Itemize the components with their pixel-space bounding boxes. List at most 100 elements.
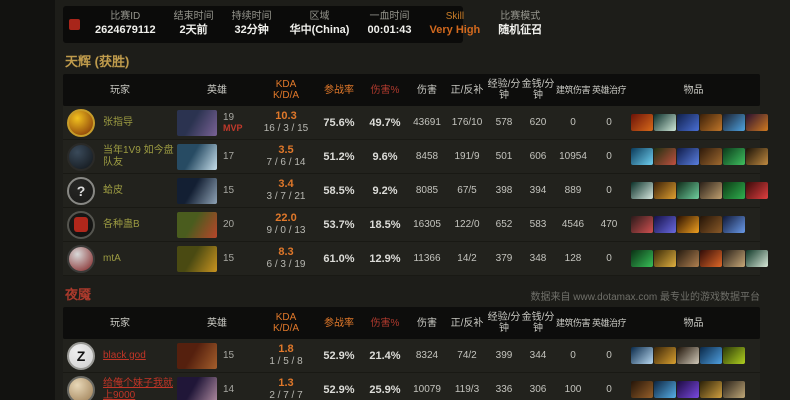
hero-cell: 15	[177, 245, 257, 272]
item-icon	[677, 250, 699, 267]
building-damage-value: 0	[570, 350, 576, 361]
player-avatar[interactable]	[67, 375, 95, 400]
left-gutter	[0, 0, 55, 400]
player-name-link[interactable]: 当年1V9 如今盘队友	[103, 144, 174, 168]
player-name-link[interactable]: mtA	[103, 252, 121, 264]
column-header-label: 玩家	[110, 317, 130, 329]
column-header-label2: 钟	[533, 90, 543, 101]
item-icon	[723, 148, 745, 165]
column-header-label: 伤害%	[370, 317, 400, 329]
damage-percent-value: 12.9%	[369, 252, 401, 265]
hero-portrait[interactable]	[177, 109, 217, 136]
hero-portrait[interactable]	[177, 245, 217, 272]
lasthit-deny-value: 119/3	[454, 384, 480, 395]
lasthit-deny-value: 14/2	[457, 253, 477, 264]
xpm-value: 652	[495, 219, 513, 230]
participation-value: 61.0%	[323, 252, 355, 265]
item-icon	[677, 148, 699, 165]
dota-logo-icon	[69, 18, 80, 30]
kda-cell: 3.5 7 / 6 / 14	[257, 144, 315, 169]
column-header-label2: 钟	[499, 90, 509, 101]
radiant-table-body: 张指导 19 MVP 10.3 16 / 3 / 15 75.6% 49.7% 43691 17…	[63, 106, 768, 276]
item-icon	[654, 216, 676, 233]
item-icon	[631, 250, 653, 267]
hero-healing-value: 0	[606, 350, 612, 361]
dire-title: 夜魇	[65, 287, 92, 302]
player-cell: 当年1V9 如今盘队友	[63, 142, 177, 171]
item-icon	[723, 182, 745, 199]
item-icon	[700, 148, 722, 165]
hero-portrait[interactable]	[177, 211, 217, 238]
column-header-label: 英雄治疗	[591, 317, 627, 328]
column-header-label: 金钱/分	[521, 79, 555, 90]
column-header-label: 物品	[683, 317, 704, 329]
column-header-label: 正/反补	[450, 84, 484, 96]
player-avatar[interactable]	[67, 108, 95, 137]
item-icon	[700, 182, 722, 199]
hero-portrait[interactable]	[177, 177, 217, 204]
column-header: 物品	[627, 318, 760, 329]
hero-portrait[interactable]	[177, 376, 217, 400]
column-header: 正/反补	[447, 85, 487, 96]
column-header: 正/反补	[447, 318, 487, 329]
match-info-field: 一血时间 00:01:43	[358, 10, 420, 38]
player-name-link[interactable]: black god	[103, 349, 146, 361]
column-header: 英雄治疗	[591, 85, 627, 96]
gpm-value: 606	[529, 151, 547, 162]
kda-detail: 2 / 7 / 7	[269, 390, 303, 400]
player-name-link[interactable]: 张指导	[103, 116, 133, 128]
player-name-link[interactable]: 给俺个妹子我就上9000	[103, 377, 173, 400]
column-header-label: KDA	[275, 79, 297, 90]
match-info-value: 00:01:43	[367, 24, 412, 36]
player-avatar[interactable]	[67, 244, 95, 273]
gpm-value: 583	[529, 219, 547, 230]
column-header: 英雄治疗	[591, 318, 627, 329]
item-icon	[654, 182, 676, 199]
player-avatar[interactable]: ?	[67, 176, 95, 205]
building-damage-value: 128	[564, 253, 582, 264]
player-name-link[interactable]: 各种蛊B	[103, 218, 140, 230]
item-icon	[746, 250, 768, 267]
item-icon	[700, 347, 722, 364]
player-name-link[interactable]: 蛤皮	[103, 184, 123, 196]
kda-detail: 1 / 5 / 8	[269, 356, 303, 367]
kda-detail: 6 / 3 / 19	[266, 259, 306, 270]
item-icon	[700, 381, 722, 398]
item-icon	[723, 216, 745, 233]
item-icon	[723, 114, 745, 131]
column-header: 金钱/分钟	[521, 312, 555, 334]
column-header: 玩家	[63, 85, 177, 96]
column-header: 经验/分钟	[487, 312, 521, 334]
player-avatar[interactable]	[67, 210, 95, 239]
kda-cell: 3.4 3 / 7 / 21	[257, 178, 315, 203]
player-avatar[interactable]	[67, 142, 95, 171]
items-cell	[627, 114, 769, 131]
column-header: 英雄	[177, 318, 257, 329]
item-icon	[631, 182, 653, 199]
mvp-badge: MVP	[223, 123, 243, 133]
items-cell	[627, 216, 760, 233]
item-icon	[654, 114, 676, 131]
hero-portrait[interactable]	[177, 342, 217, 369]
hero-level: 14	[223, 384, 235, 395]
participation-value: 53.7%	[323, 218, 355, 231]
xpm-value: 336	[495, 384, 513, 395]
building-damage-value: 100	[564, 384, 582, 395]
item-icon	[723, 250, 745, 267]
participation-value: 58.5%	[323, 184, 355, 197]
player-row: 各种蛊B 20 22.0 9 / 0 / 13 53.7% 18.5% 16305 122/0…	[63, 208, 760, 242]
player-cell: ? 蛤皮	[63, 176, 177, 205]
match-info-label: 比赛模式	[500, 11, 541, 22]
column-header: KDA K/D/A	[257, 312, 315, 334]
damage-percent-value: 49.7%	[369, 116, 401, 129]
column-header: 伤害%	[363, 85, 407, 96]
column-header: 建筑伤害	[555, 318, 591, 329]
radiant-table-head: 玩家 英雄 KDA K/D/A 参战率 伤害% 伤害 正/反补 经验/分钟金钱/分钟建筑伤害 英雄…	[63, 74, 760, 106]
item-icon	[654, 381, 676, 398]
player-avatar[interactable]: Z	[67, 341, 95, 370]
player-cell: mtA	[63, 244, 177, 273]
hero-cell: 15	[177, 177, 257, 204]
hero-portrait[interactable]	[177, 143, 217, 170]
